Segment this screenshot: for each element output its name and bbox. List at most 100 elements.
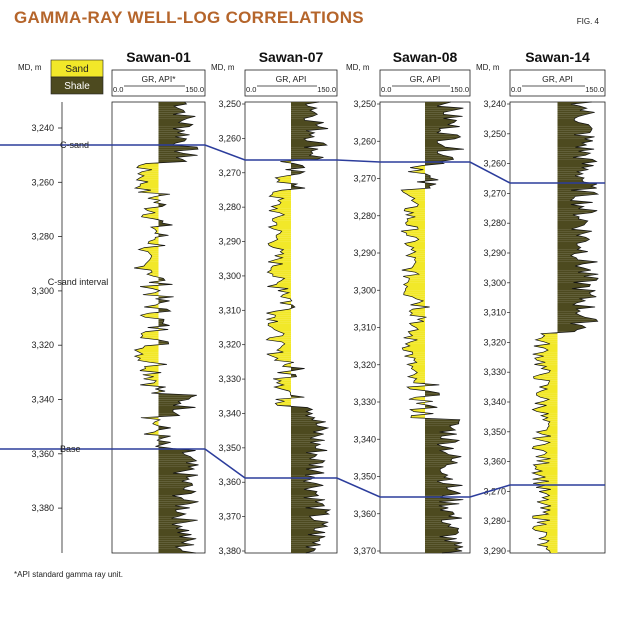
lithology-fill — [291, 153, 313, 156]
lithology-fill — [557, 294, 597, 297]
lithology-fill — [557, 192, 598, 195]
annotation-interval-line1: C-sand interval — [48, 277, 109, 287]
lithology-fill — [291, 436, 317, 439]
lithology-fill — [534, 401, 558, 404]
lithology-fill — [274, 315, 291, 318]
lithology-fill — [276, 235, 291, 238]
lithology-fill — [134, 354, 159, 357]
lithology-fill — [266, 313, 291, 316]
lithology-fill — [425, 538, 457, 541]
lithology-fill — [291, 126, 329, 129]
lithology-fill — [268, 227, 291, 230]
lithology-fill — [557, 210, 598, 213]
lithology-fill — [534, 362, 558, 365]
lithology-fill — [425, 460, 458, 463]
lithology-fill — [291, 149, 319, 152]
depth-tick-label: 3,340 — [218, 408, 241, 418]
lithology-fill — [557, 212, 592, 215]
lithology-fill — [557, 270, 591, 273]
lithology-fill — [291, 534, 326, 537]
lithology-fill — [425, 112, 444, 115]
reference-tick-label: 3,300 — [31, 286, 54, 296]
lithology-fill — [291, 462, 323, 465]
lithology-fill — [425, 468, 441, 471]
lithology-fill — [158, 204, 166, 207]
well-name: Sawan-08 — [393, 49, 458, 65]
lithology-fill — [291, 464, 324, 467]
lithology-fill — [158, 409, 174, 412]
lithology-fill — [158, 454, 191, 457]
lithology-fill — [425, 448, 454, 451]
lithology-fill — [291, 458, 325, 461]
lithology-fill — [532, 438, 558, 441]
well-name: Sawan-07 — [259, 49, 324, 65]
lithology-fill — [277, 214, 291, 217]
gr-header-box — [111, 69, 206, 97]
lithology-fill — [291, 171, 305, 174]
lithology-fill — [532, 528, 558, 531]
well-panel-sawan-08: Sawan-08 GR, API 0.0 150.0 3,250 3,260 3,270 3,… — [346, 49, 471, 556]
gr-header-box — [509, 69, 606, 97]
lithology-fill — [425, 450, 446, 453]
lithology-fill — [280, 294, 291, 297]
lithology-fill — [538, 538, 558, 541]
lithology-fill — [425, 540, 463, 543]
lithology-fill — [557, 253, 575, 256]
lithology-fill — [147, 241, 159, 244]
lithology-fill — [557, 177, 585, 180]
lithology-fill — [158, 538, 197, 541]
lithology-fill — [539, 491, 558, 494]
lithology-fill — [140, 184, 159, 187]
lithology-fill — [544, 442, 558, 445]
lithology-fill — [291, 434, 324, 437]
lithology-fill — [158, 456, 193, 459]
depth-tick-label: 3,350 — [353, 472, 376, 482]
lithology-fill — [557, 311, 581, 314]
lithology-fill — [533, 444, 558, 447]
lithology-fill — [557, 110, 595, 113]
depth-tick-label: 3,250 — [353, 99, 376, 109]
lithology-fill — [158, 466, 195, 469]
lithology-fill — [425, 489, 455, 492]
lithology-fill — [158, 528, 190, 531]
lithology-fill — [542, 497, 558, 500]
lithology-fill — [557, 245, 581, 248]
lithology-fill — [557, 145, 587, 148]
lithology-fill — [557, 161, 597, 164]
lithology-fill — [411, 366, 425, 369]
lithology-fill — [273, 229, 291, 232]
lithology-fill — [557, 313, 580, 316]
lithology-fill — [557, 329, 578, 332]
lithology-fill — [268, 225, 291, 228]
lithology-fill — [425, 393, 440, 396]
gr-header-box — [244, 69, 338, 97]
gr-header-box — [379, 69, 471, 97]
lithology-fill — [291, 116, 313, 119]
lithology-fill — [401, 268, 425, 271]
lithology-fill — [557, 296, 597, 299]
lithology-fill — [158, 524, 182, 527]
lithology-fill — [532, 407, 558, 410]
lithology-fill — [425, 124, 460, 127]
lithology-fill — [536, 391, 558, 394]
depth-tick-label: 3,250 — [483, 129, 506, 139]
lithology-fill — [557, 304, 596, 307]
lithology-fill — [532, 354, 558, 357]
lithology-fill — [536, 430, 558, 433]
base-correlation — [0, 448, 605, 498]
lithology-fill — [291, 446, 316, 449]
lithology-fill — [557, 298, 586, 301]
lithology-fill — [291, 132, 315, 135]
reference-tick-label: 3,380 — [31, 503, 54, 513]
lithology-fill — [158, 112, 186, 115]
lithology-fill — [145, 261, 159, 264]
md-axis-label: MD, m — [476, 63, 500, 72]
lithology-fill — [557, 196, 576, 199]
lithology-fill — [291, 512, 329, 515]
lithology-fill — [291, 538, 320, 541]
gr-scale-min: 0.0 — [246, 85, 256, 94]
lithology-fill — [425, 145, 445, 148]
lithology-fill — [276, 222, 291, 225]
lithology-fill — [541, 335, 558, 338]
lithology-fill — [557, 292, 591, 295]
